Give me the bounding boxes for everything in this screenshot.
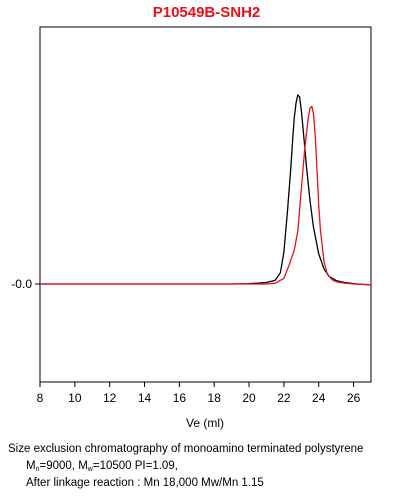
x-tick-label: 20 — [242, 391, 256, 405]
caption-line-1: Size exclusion chromatography of monoami… — [8, 443, 364, 455]
traces — [40, 94, 372, 286]
caption-line-2: Mn=9000, Mw=10500 PI=1.09, — [8, 458, 413, 475]
x-tick-label: 24 — [312, 391, 326, 405]
x-tick-label: 10 — [68, 391, 82, 405]
x-tick-label: 16 — [173, 391, 187, 405]
mn-symbol: M — [26, 460, 36, 472]
y-tick-label: -0.0 — [11, 277, 32, 291]
x-tick-label: 22 — [277, 391, 291, 405]
x-tick-label: 26 — [347, 391, 361, 405]
x-tick-label: 14 — [138, 391, 152, 405]
mw-value: =10500 PI=1.09, — [92, 460, 178, 472]
chromatogram-chart: 8 10 12 14 16 18 20 22 24 26 -0.0 Ve (ml) — [11, 26, 372, 430]
series-2-line — [40, 105, 372, 286]
x-tick-label: 8 — [37, 391, 44, 405]
chart-title: P10549B-SNH2 — [152, 4, 261, 21]
mn-value: =9000, — [39, 460, 79, 472]
x-axis: 8 10 12 14 16 18 20 22 24 26 — [37, 382, 361, 405]
x-tick-label: 12 — [103, 391, 117, 405]
caption-line-3: After linkage reaction : Mn 18,000 Mw/Mn… — [26, 477, 264, 489]
x-tick-label: 18 — [208, 391, 222, 405]
series-1-line — [40, 94, 372, 286]
y-axis: -0.0 — [11, 277, 40, 291]
plot-frame — [39, 26, 372, 383]
caption: Size exclusion chromatography of monoami… — [8, 441, 413, 492]
mw-subscript: w — [87, 466, 93, 473]
mn-subscript: n — [35, 466, 40, 473]
x-axis-label: Ve (ml) — [186, 416, 224, 430]
mw-symbol: M — [78, 460, 88, 472]
